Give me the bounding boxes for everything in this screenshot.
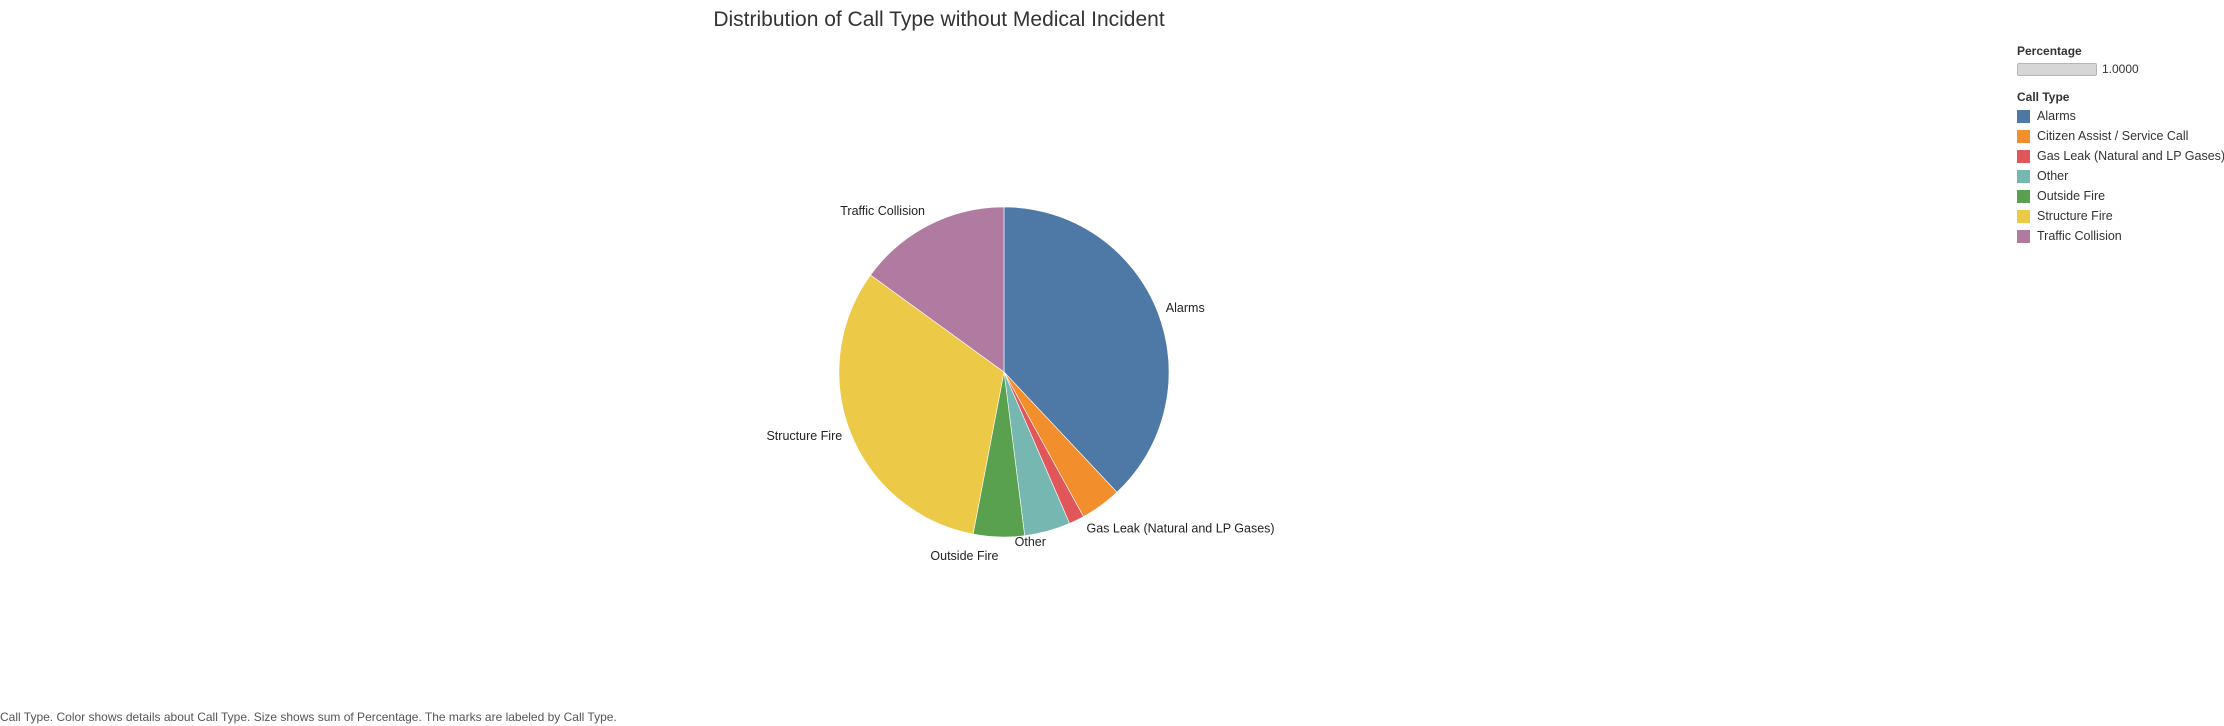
size-legend-value: 1.0000 <box>2102 62 2139 76</box>
legend-label: Gas Leak (Natural and LP Gases) <box>2037 149 2224 163</box>
legend-label: Citizen Assist / Service Call <box>2037 129 2189 143</box>
chart-title: Distribution of Call Type without Medica… <box>713 8 1165 31</box>
legend-item-structure-fire[interactable]: Structure Fire <box>2017 206 2222 226</box>
slice-label: Alarms <box>1166 301 1205 315</box>
legend-swatch <box>2017 229 2030 243</box>
legend-panel: Percentage 1.0000 Call Type Alarms Citiz… <box>2017 44 2224 246</box>
size-legend-bar <box>2017 62 2097 76</box>
pie-labels: Alarms Gas Leak (Natural and LP Gases) Oth… <box>766 204 1274 563</box>
legend-swatch <box>2017 109 2030 123</box>
legend-item-gas-leak[interactable]: Gas Leak (Natural and LP Gases) <box>2017 146 2224 166</box>
pie-slice-alarms[interactable] <box>1003 206 1170 493</box>
slice-label: Other <box>1015 535 1046 549</box>
size-legend-row: 1.0000 <box>2017 61 2222 77</box>
legend-item-alarms[interactable]: Alarms <box>2017 106 2222 126</box>
pie-slice-structure-fire[interactable] <box>838 274 1005 535</box>
legend-item-traffic-collision[interactable]: Traffic Collision <box>2017 226 2222 246</box>
legend-item-other[interactable]: Other <box>2017 166 2222 186</box>
legend-label: Other <box>2037 169 2069 183</box>
legend-swatch <box>2017 169 2030 183</box>
legend-swatch <box>2017 149 2030 163</box>
slice-label: Gas Leak (Natural and LP Gases) <box>1087 521 1275 535</box>
legend-label: Traffic Collision <box>2037 229 2122 243</box>
color-legend-list: Alarms Citizen Assist / Service Call Gas… <box>2017 106 2224 246</box>
color-legend-title: Call Type <box>2017 90 2070 104</box>
legend-swatch <box>2017 129 2030 143</box>
legend-swatch <box>2017 209 2030 223</box>
size-legend-title: Percentage <box>2017 44 2082 58</box>
slice-label: Outside Fire <box>930 549 998 563</box>
pie-chart[interactable]: Alarms Gas Leak (Natural and LP Gases) Oth… <box>0 0 1878 726</box>
chart-caption: Call Type. Color shows details about Cal… <box>0 710 617 724</box>
slice-label: Structure Fire <box>766 429 842 443</box>
slice-label: Traffic Collision <box>840 204 925 218</box>
legend-label: Outside Fire <box>2037 189 2106 203</box>
legend-label: Structure Fire <box>2037 209 2113 223</box>
legend-label: Alarms <box>2037 109 2076 123</box>
legend-item-outside-fire[interactable]: Outside Fire <box>2017 186 2222 206</box>
legend-item-citizen-assist[interactable]: Citizen Assist / Service Call <box>2017 126 2222 146</box>
pie-slices <box>838 206 1170 538</box>
pie-slice-traffic-collision[interactable] <box>870 206 1005 373</box>
legend-swatch <box>2017 189 2030 203</box>
